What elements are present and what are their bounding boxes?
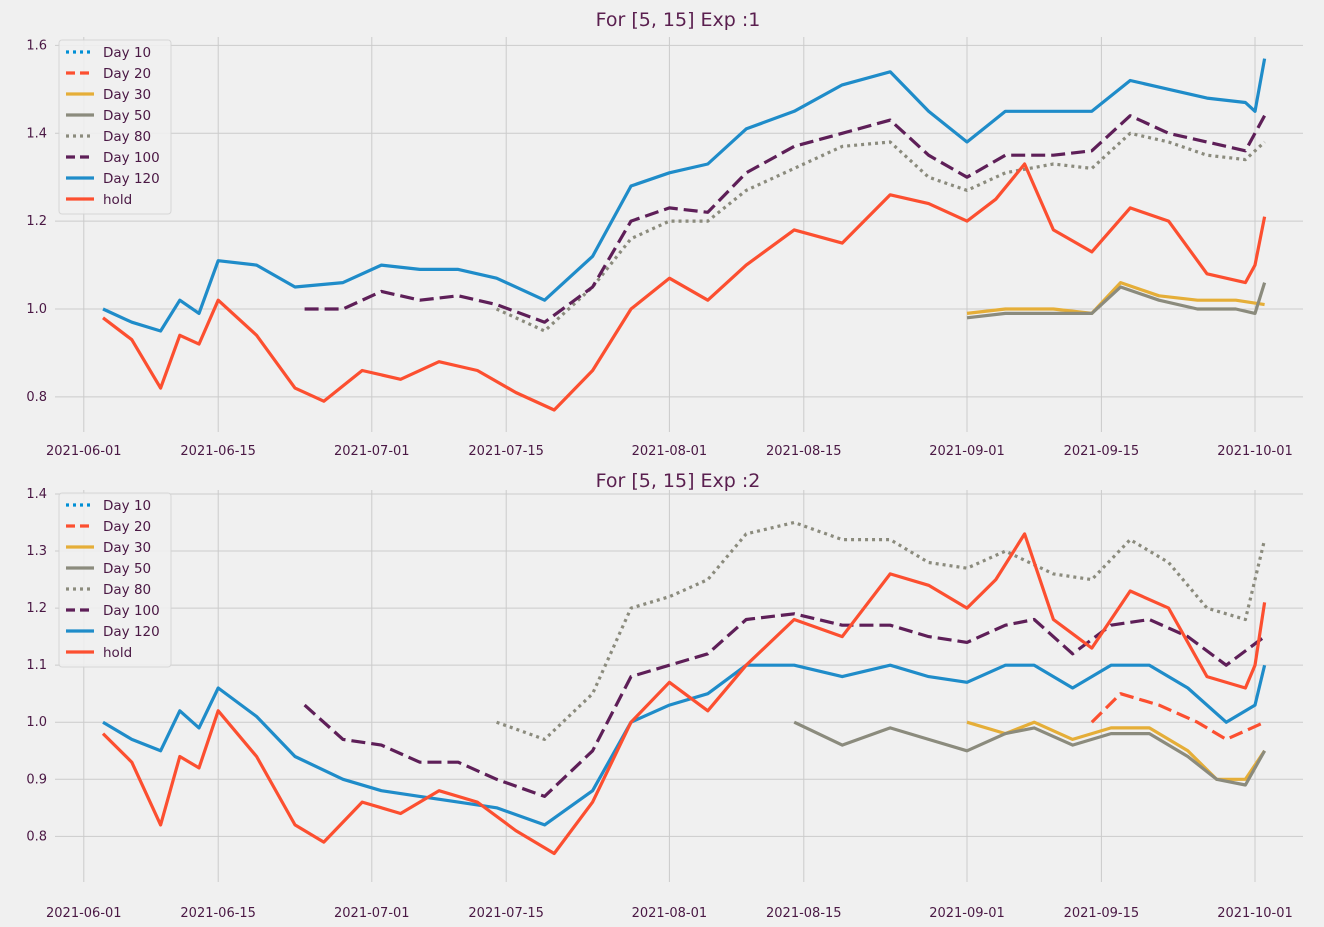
y-tick-label: 1.4: [26, 487, 47, 502]
series-line-day-100: [303, 612, 1266, 798]
chart-title: For [5, 15] Exp :1: [596, 9, 761, 31]
y-tick-label: 1.3: [26, 544, 47, 559]
x-tick-label: 2021-08-01: [632, 906, 708, 921]
x-tick-label: 2021-09-15: [1064, 906, 1140, 921]
series-line-day-120: [102, 58, 1267, 333]
y-tick-label: 1.6: [26, 38, 47, 53]
legend-label: Day 50: [103, 561, 151, 577]
x-tick-label: 2021-10-01: [1217, 444, 1293, 459]
legend-label: Day 30: [103, 540, 151, 556]
legend-label: Day 80: [103, 582, 151, 598]
legend-label: Day 120: [103, 171, 160, 187]
x-tick-label: 2021-07-15: [468, 444, 544, 459]
x-tick-label: 2021-09-15: [1064, 444, 1140, 459]
y-tick-label: 1.0: [26, 715, 47, 730]
legend-frame: [58, 492, 172, 668]
x-tick-label: 2021-10-01: [1217, 906, 1293, 921]
series-line-hold: [102, 162, 1267, 412]
x-tick-label: 2021-08-15: [766, 444, 842, 459]
series-lines: [102, 58, 1267, 412]
legend-label: Day 80: [103, 129, 151, 145]
grid: [55, 37, 1303, 432]
x-tick-label: 2021-06-01: [46, 906, 122, 921]
x-tick-label: 2021-09-01: [929, 444, 1005, 459]
series-line-day-120: [102, 663, 1267, 827]
y-tick-label: 1.1: [26, 658, 47, 673]
legend-label: Day 120: [103, 624, 160, 640]
x-tick-label: 2021-09-01: [929, 906, 1005, 921]
chart-panel-exp-2: For [5, 15] Exp :2 0.8 0.9 1.0 1.1 1.2 1.3 1.4…: [26, 470, 1303, 921]
y-tick-label: 0.8: [26, 390, 47, 405]
x-tick-label: 2021-06-15: [180, 906, 256, 921]
x-tick-label: 2021-07-01: [334, 444, 410, 459]
y-tick-label: 1.2: [26, 601, 47, 616]
x-tick-label: 2021-07-15: [468, 906, 544, 921]
chart-title: For [5, 15] Exp :2: [596, 470, 761, 492]
x-tick-label: 2021-06-01: [46, 444, 122, 459]
legend: Day 10 Day 20 Day 30 Day 50 Day 80 Day 100 Day…: [58, 39, 172, 215]
y-tick-label: 0.9: [26, 772, 47, 787]
y-tick-label: 0.8: [26, 829, 47, 844]
legend-label: hold: [103, 192, 132, 208]
series-line-day-80: [496, 520, 1267, 741]
legend-label: Day 100: [103, 150, 160, 166]
grid: [55, 490, 1303, 882]
series-line-hold: [101, 532, 1267, 856]
legend-label: Day 50: [103, 108, 151, 124]
legend: Day 10 Day 20 Day 30 Day 50 Day 80 Day 100 Day…: [58, 492, 172, 668]
legend-label: Day 10: [103, 45, 151, 61]
x-tick-label: 2021-08-15: [766, 906, 842, 921]
series-line-day-30: [966, 720, 1266, 781]
x-tick-label: 2021-06-15: [180, 444, 256, 459]
x-tick-label: 2021-07-01: [334, 906, 410, 921]
legend-frame: [58, 39, 172, 215]
chart-panel-exp-1: For [5, 15] Exp :1 0.8 1.0 1.2 1.4 1.6 2021-0…: [26, 9, 1303, 459]
legend-label: Day 20: [103, 66, 151, 82]
legend-label: Day 10: [103, 498, 151, 514]
legend-label: Day 100: [103, 603, 160, 619]
series-line-day-30: [966, 281, 1265, 315]
series-line-day-50: [793, 720, 1266, 787]
series-line-day-100: [304, 114, 1267, 324]
series-line-day-50: [966, 282, 1267, 320]
y-tick-label: 1.2: [26, 214, 47, 229]
series-line-day-80: [495, 131, 1266, 333]
x-tick-label: 2021-08-01: [632, 444, 708, 459]
series-lines: [101, 520, 1267, 856]
series-line-day-20: [1090, 692, 1266, 741]
y-tick-label: 1.0: [26, 302, 47, 317]
legend-label: hold: [103, 645, 132, 661]
legend-label: Day 30: [103, 87, 151, 103]
y-tick-label: 1.4: [26, 126, 47, 141]
legend-label: Day 20: [103, 519, 151, 535]
